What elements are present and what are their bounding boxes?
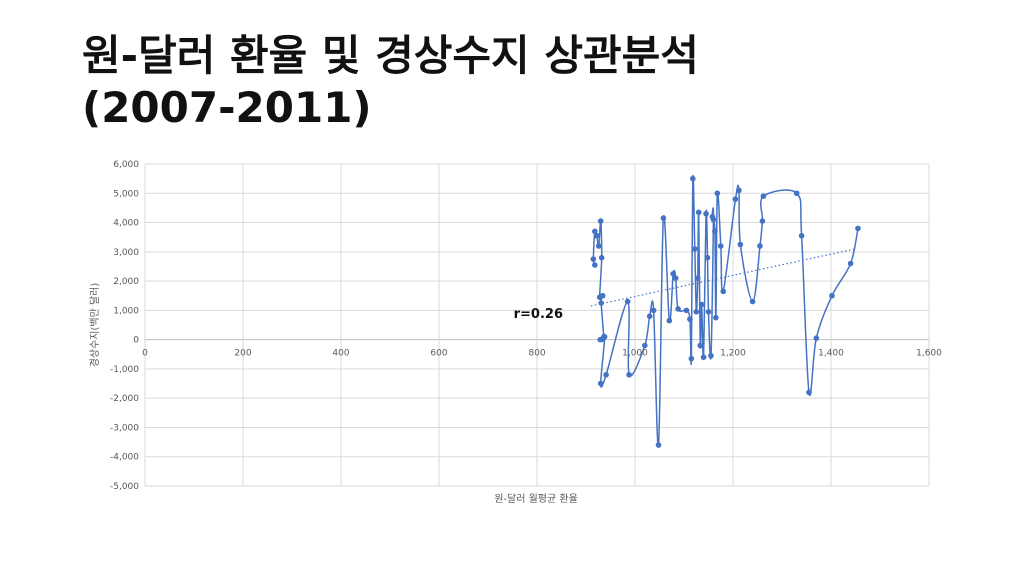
data-point bbox=[646, 313, 653, 320]
y-tick-label: -1,000 bbox=[110, 365, 139, 375]
trendline bbox=[590, 248, 856, 307]
x-tick-label: 800 bbox=[528, 349, 545, 359]
data-point bbox=[847, 260, 854, 267]
y-tick-label: 4,000 bbox=[113, 219, 139, 229]
data-point bbox=[695, 209, 702, 216]
data-point bbox=[691, 246, 698, 252]
data-point bbox=[590, 256, 597, 262]
data-point bbox=[720, 288, 726, 295]
data-point bbox=[736, 187, 742, 194]
data-point bbox=[806, 389, 812, 396]
data-point bbox=[666, 317, 673, 324]
data-point bbox=[709, 213, 716, 220]
x-tick-label: 200 bbox=[234, 349, 251, 359]
trendline-group bbox=[590, 248, 856, 307]
data-point bbox=[601, 333, 608, 340]
data-point bbox=[759, 218, 766, 224]
data-point bbox=[670, 270, 677, 277]
data-point bbox=[693, 309, 700, 315]
title-line-1: 원-달러 환율 및 경상수지 상관분석 bbox=[82, 31, 699, 80]
x-tick-label: 1,600 bbox=[916, 349, 942, 359]
data-point bbox=[660, 215, 667, 221]
data-point bbox=[714, 190, 721, 197]
data-point bbox=[603, 371, 609, 378]
data-point bbox=[593, 232, 600, 239]
x-tick-label: 1,400 bbox=[818, 349, 844, 359]
x-tick-label: 600 bbox=[430, 349, 447, 359]
data-point bbox=[703, 210, 709, 217]
y-tick-label: 2,000 bbox=[113, 277, 139, 287]
data-point bbox=[672, 275, 679, 281]
data-point bbox=[829, 292, 835, 299]
data-point bbox=[705, 309, 712, 315]
data-point bbox=[737, 241, 744, 248]
data-point bbox=[704, 254, 711, 261]
data-point bbox=[760, 193, 767, 199]
data-point bbox=[757, 243, 763, 249]
data-point bbox=[732, 196, 739, 202]
data-point bbox=[642, 342, 648, 349]
data-point bbox=[675, 306, 681, 312]
page-title: 원-달러 환율 및 경상수지 상관분석 (2007-2011) bbox=[82, 30, 699, 134]
y-tick-label: -5,000 bbox=[110, 482, 139, 492]
data-point bbox=[592, 228, 598, 235]
data-point bbox=[597, 336, 604, 343]
x-tick-label: 1,200 bbox=[720, 349, 746, 359]
data-point bbox=[683, 307, 690, 314]
data-point bbox=[698, 301, 705, 308]
x-tick-label: 400 bbox=[332, 349, 349, 359]
data-point bbox=[712, 228, 718, 235]
data-point bbox=[694, 275, 701, 281]
y-axis-title: 경상수지(백만 달러) bbox=[88, 283, 101, 368]
tick-labels: -5,000-4,000-3,000-2,000-1,00001,0002,00… bbox=[110, 160, 942, 492]
data-point bbox=[697, 342, 703, 349]
data-point bbox=[708, 352, 714, 359]
data-point bbox=[749, 298, 756, 305]
y-tick-label: -3,000 bbox=[110, 423, 139, 433]
data-point bbox=[599, 292, 606, 299]
data-point bbox=[855, 225, 861, 232]
data-point bbox=[717, 243, 724, 249]
data-point bbox=[713, 314, 719, 321]
data-point bbox=[655, 442, 662, 448]
data-point bbox=[598, 254, 605, 261]
y-tick-label: 1,000 bbox=[113, 306, 139, 316]
chart-grid bbox=[144, 163, 930, 487]
data-point bbox=[793, 190, 800, 197]
title-line-2: (2007-2011) bbox=[82, 83, 372, 132]
y-tick-label: -4,000 bbox=[110, 453, 139, 463]
data-point bbox=[595, 243, 602, 249]
y-tick-label: 3,000 bbox=[113, 248, 139, 258]
data-point bbox=[597, 218, 604, 224]
y-tick-label: 0 bbox=[133, 336, 139, 346]
data-point bbox=[687, 316, 693, 322]
data-point bbox=[650, 307, 657, 314]
correlation-annotation: r=0.26 bbox=[514, 307, 563, 322]
data-point bbox=[690, 175, 696, 182]
x-tick-label: 1,000 bbox=[622, 349, 648, 359]
y-tick-label: 6,000 bbox=[113, 160, 139, 170]
data-point bbox=[700, 354, 707, 361]
data-point bbox=[688, 355, 695, 362]
data-point bbox=[597, 380, 604, 387]
data-point bbox=[592, 262, 598, 268]
data-point bbox=[798, 232, 805, 239]
data-point bbox=[626, 371, 632, 378]
data-point bbox=[598, 300, 604, 306]
data-point bbox=[624, 298, 631, 305]
data-point bbox=[813, 335, 820, 341]
y-tick-label: -2,000 bbox=[110, 394, 139, 404]
x-axis-title: 원-달러 월평균 환율 bbox=[494, 493, 578, 505]
x-tick-label: 0 bbox=[142, 349, 148, 359]
series-group bbox=[590, 174, 861, 448]
y-tick-label: 5,000 bbox=[113, 189, 139, 199]
